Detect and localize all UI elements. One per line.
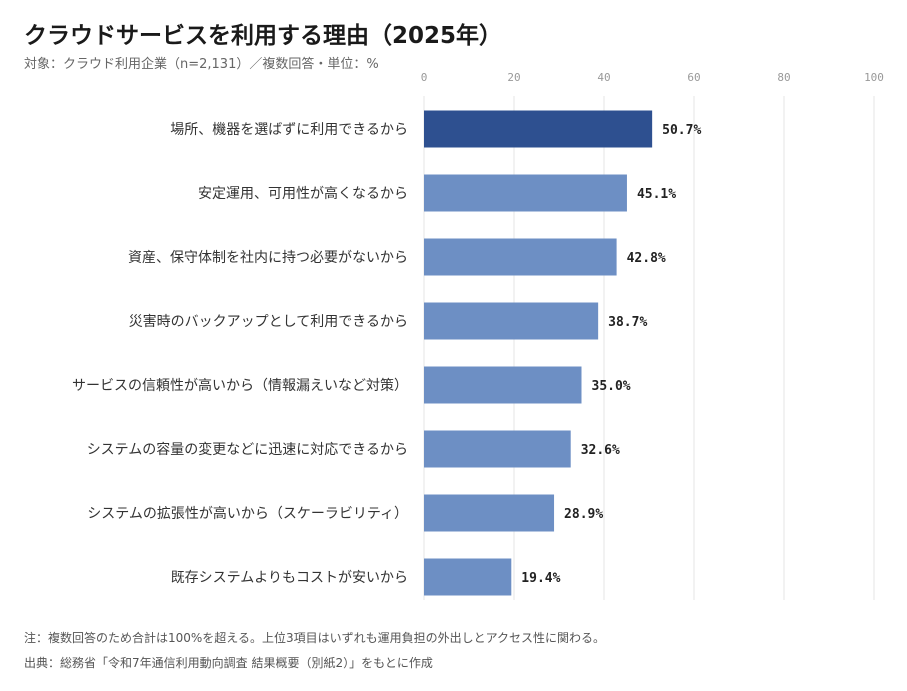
bar xyxy=(424,238,617,276)
value-label: 45.1% xyxy=(637,187,676,202)
source-note: 出典：総務省「令和7年通信利用動向調査 結果概要（別紙2）」をもとに作成 xyxy=(24,656,433,670)
x-tick-label: 80 xyxy=(777,71,790,84)
bar xyxy=(424,558,512,596)
x-tick-label: 20 xyxy=(507,71,520,84)
value-label: 50.7% xyxy=(662,123,701,138)
bar xyxy=(424,366,582,404)
x-tick-label: 40 xyxy=(597,71,610,84)
bar xyxy=(424,430,571,468)
category-label: 既存システムよりもコストが安いから xyxy=(171,570,408,586)
footnote: 注：複数回答のため合計は100%を超える。上位3項目はいずれも運用負担の外出しと… xyxy=(24,631,605,645)
value-label: 35.0% xyxy=(592,379,631,394)
value-label: 28.9% xyxy=(564,507,603,522)
category-label: 資産、保守体制を社内に持つ必要がないから xyxy=(128,250,408,266)
category-label: サービスの信頼性が高いから（情報漏えいなど対策） xyxy=(72,377,408,394)
bar xyxy=(424,302,599,340)
category-label: システムの拡張性が高いから（スケーラビリティ） xyxy=(87,505,408,522)
x-tick-label: 100 xyxy=(864,71,884,84)
x-tick-label: 60 xyxy=(687,71,700,84)
category-label: 場所、機器を選ばずに利用できるから xyxy=(170,122,408,138)
value-label: 38.7% xyxy=(608,315,647,330)
chart-title: クラウドサービスを利用する理由（2025年） xyxy=(24,23,503,49)
chart-subtitle: 対象：クラウド利用企業（n=2,131）／複数回答・単位：% xyxy=(24,57,379,72)
bar xyxy=(424,174,627,212)
category-label: システムの容量の変更などに迅速に対応できるから xyxy=(87,441,408,458)
x-tick-label: 0 xyxy=(421,71,428,84)
value-label: 32.6% xyxy=(581,443,620,458)
value-label: 19.4% xyxy=(521,571,560,586)
bar xyxy=(424,110,653,148)
value-label: 42.8% xyxy=(627,251,666,266)
bar xyxy=(424,494,555,532)
category-label: 災害時のバックアップとして利用できるから xyxy=(129,314,408,330)
category-label: 安定運用、可用性が高くなるから xyxy=(198,185,408,202)
